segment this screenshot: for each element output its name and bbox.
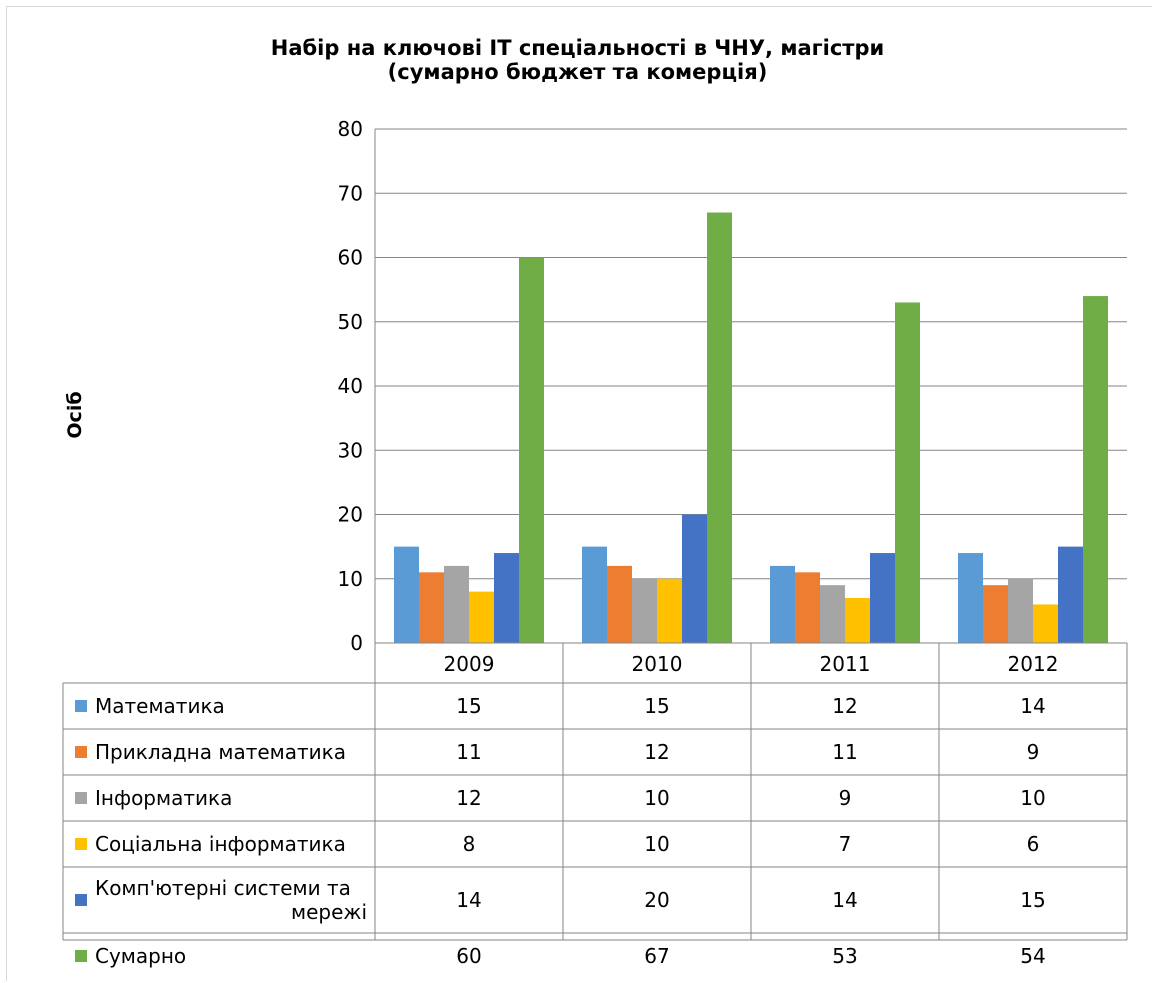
bar — [444, 565, 469, 643]
bar — [582, 546, 607, 643]
table-cell-value: 10 — [644, 786, 669, 810]
table-cell-value: 14 — [1020, 694, 1045, 718]
table-cell-value: 53 — [832, 944, 857, 968]
table-cell-value: 11 — [456, 740, 481, 764]
bar — [469, 591, 494, 643]
table-cell-value: 14 — [832, 888, 857, 912]
table-cell-value: 11 — [832, 740, 857, 764]
table-cell-value: 60 — [456, 944, 481, 968]
legend-label: Соціальна інформатика — [95, 832, 346, 856]
x-tick-label: 2009 — [444, 652, 495, 676]
legend-swatch — [75, 950, 87, 962]
legend-label: Комп'ютерні системи та мережі — [95, 876, 367, 924]
bar — [958, 553, 983, 643]
bar — [657, 578, 682, 643]
bar — [394, 546, 419, 643]
bar — [682, 514, 707, 643]
bar — [1008, 578, 1033, 643]
bar — [1033, 604, 1058, 643]
y-tick-label: 40 — [338, 374, 363, 398]
bar — [607, 565, 632, 643]
table-cell-value: 6 — [1027, 832, 1040, 856]
table-cell-value: 12 — [832, 694, 857, 718]
bar — [895, 302, 920, 643]
table-cell-value: 15 — [644, 694, 669, 718]
chart-frame — [6, 6, 1152, 981]
bar — [795, 572, 820, 643]
legend-label: Математика — [95, 694, 225, 718]
legend-label: Сумарно — [95, 944, 186, 968]
bar — [983, 585, 1008, 643]
bar — [1058, 546, 1083, 643]
table-cell-value: 20 — [644, 888, 669, 912]
table-cell-value: 10 — [644, 832, 669, 856]
x-tick-label: 2012 — [1008, 652, 1059, 676]
bars — [394, 212, 1108, 643]
bar — [519, 257, 544, 643]
table-cell-value: 14 — [456, 888, 481, 912]
legend-swatch — [75, 792, 87, 804]
x-tick-label: 2010 — [632, 652, 683, 676]
table-cell-value: 12 — [644, 740, 669, 764]
table-cell-value: 10 — [1020, 786, 1045, 810]
bar — [494, 553, 519, 643]
y-tick-label: 30 — [338, 438, 363, 462]
legend-label-line: мережі — [291, 900, 367, 924]
y-tick-label: 50 — [338, 310, 363, 334]
y-axis-ticks: 0 10 20 30 40 50 60 70 80 — [338, 117, 363, 655]
table-cell-value: 9 — [1027, 740, 1040, 764]
y-tick-label: 20 — [338, 503, 363, 527]
chart-title: Набір на ключові IT спеціальності в ЧНУ,… — [0, 36, 1155, 84]
legend-label-line: Комп'ютерні системи та — [95, 876, 351, 900]
legend-swatch — [75, 746, 87, 758]
table-cell-value: 15 — [1020, 888, 1045, 912]
legend-label: Прикладна математика — [95, 740, 346, 764]
table-cell-value: 67 — [644, 944, 669, 968]
table-cell-value: 15 — [456, 694, 481, 718]
table-cell-value: 8 — [463, 832, 476, 856]
y-tick-label: 10 — [338, 567, 363, 591]
y-tick-label: 70 — [338, 181, 363, 205]
gridlines — [374, 128, 1127, 644]
table-cell-value: 9 — [839, 786, 852, 810]
y-tick-label: 80 — [338, 117, 363, 141]
bar — [770, 565, 795, 643]
bar — [870, 553, 895, 643]
legend-swatch — [75, 894, 87, 906]
x-tick-label: 2011 — [820, 652, 871, 676]
chart-title-line: Набір на ключові IT спеціальності в ЧНУ,… — [270, 36, 885, 60]
bar — [820, 585, 845, 643]
legend-swatch — [75, 838, 87, 850]
table-cell-value: 7 — [839, 832, 852, 856]
bar — [1083, 296, 1108, 643]
legend-swatch — [75, 700, 87, 712]
bar — [632, 578, 657, 643]
bar — [845, 598, 870, 643]
table-cell-value: 12 — [456, 786, 481, 810]
bar — [419, 572, 444, 643]
y-tick-label: 60 — [338, 246, 363, 270]
bar — [707, 212, 732, 643]
y-tick-label: 0 — [350, 631, 363, 655]
legend-label: Інформатика — [95, 786, 232, 810]
table-cell-value: 54 — [1020, 944, 1045, 968]
chart-subtitle-line: (сумарно бюджет та комерція) — [387, 60, 768, 84]
